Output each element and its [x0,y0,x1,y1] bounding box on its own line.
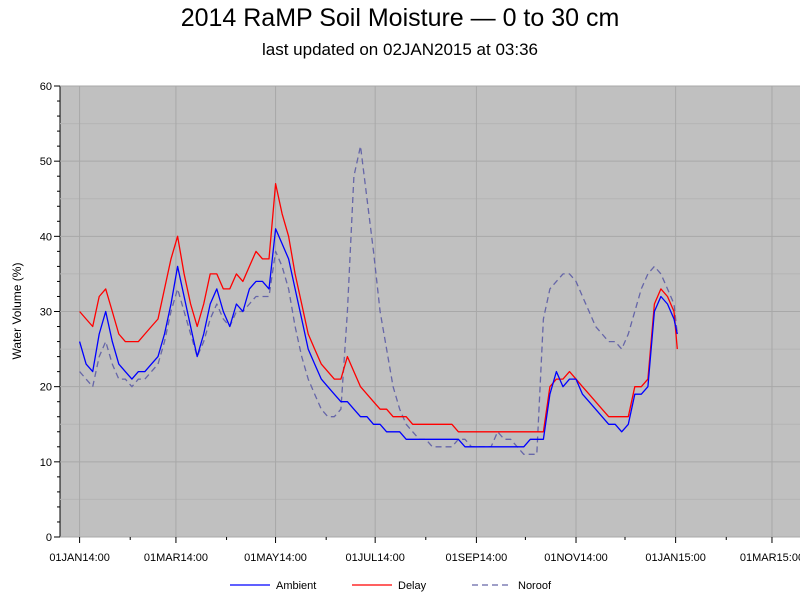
y-tick-label: 40 [40,231,52,243]
chart-title: 2014 RaMP Soil Moisture — 0 to 30 cm [180,4,620,32]
y-tick-label: 60 [40,81,52,93]
x-tick-label: 01MAR14:00 [144,552,208,564]
y-tick-label: 50 [40,156,52,168]
legend: Ambient Delay Noroof [230,580,552,592]
y-tick-label: 20 [40,382,52,394]
y-tick-label: 30 [40,307,52,319]
legend-label-noroof: Noroof [518,580,552,592]
x-tick-label: 01SEP14:00 [446,552,508,564]
series-line-delay [79,183,678,433]
x-tick-label: 01NOV14:00 [544,552,608,564]
y-tick-label: 0 [46,532,52,544]
y-axis-label: Water Volume (%) [10,263,24,360]
x-tick-label: 01MAY14:00 [244,552,307,564]
grid [60,85,800,538]
x-tick-label: 01JUL14:00 [345,552,404,564]
x-tick-label: 01MAR15:00 [740,552,800,564]
series-line-noroof [79,145,678,455]
x-tick-label: 01JAN15:00 [645,552,706,564]
x-axis: 01JAN14:00 01MAR14:00 01MAY14:00 01JUL14:00… [49,537,800,564]
y-tick-label: 10 [40,457,52,469]
legend-label-delay: Delay [398,580,427,592]
series-layer [78,145,678,455]
y-axis: 0 10 20 30 40 50 60 [40,81,60,544]
series-line-ambient [78,228,678,448]
legend-label-ambient: Ambient [276,580,316,592]
chart-subtitle: last updated on 02JAN2015 at 03:36 [262,40,538,59]
x-tick-label: 01JAN14:00 [49,552,110,564]
